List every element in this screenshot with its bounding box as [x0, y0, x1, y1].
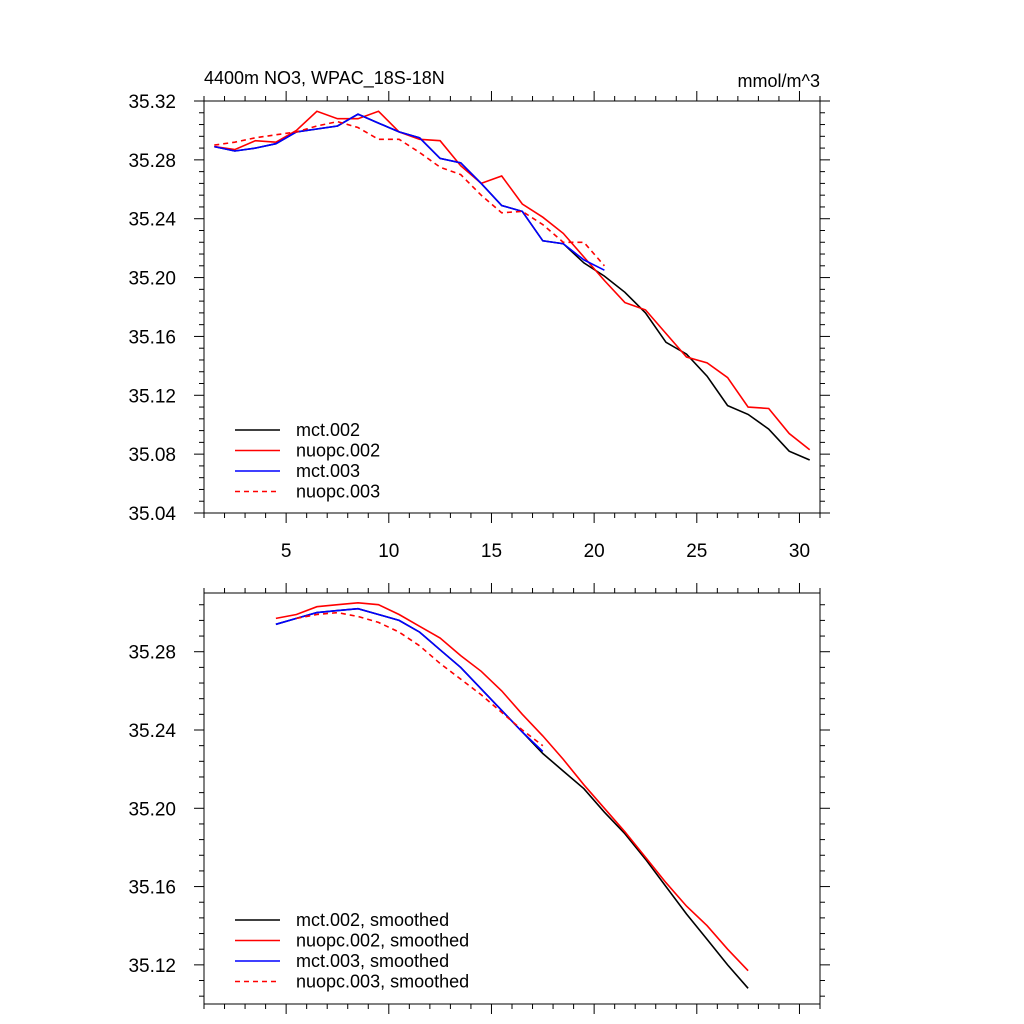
y-tick-label: 35.28 [128, 643, 176, 664]
series-line-mct-003 [275, 607, 544, 753]
y-tick-label: 35.16 [128, 878, 176, 899]
x-tick-label: 20 [584, 541, 605, 562]
y-tick-label: 35.12 [128, 386, 176, 407]
y-tick-label: 35.08 [128, 445, 176, 466]
series-line-nuopc-002 [214, 110, 811, 451]
x-tick-label: 15 [481, 541, 502, 562]
y-tick-label: 35.20 [128, 269, 176, 290]
y-tick-label: 35.20 [128, 799, 176, 820]
x-tick-label: 30 [789, 541, 810, 562]
units-label: mmol/m^3 [738, 71, 820, 91]
series-line-nuopc-003 [214, 120, 606, 267]
y-tick-label: 35.24 [128, 210, 176, 231]
series-line-nuopc-003 [296, 611, 544, 747]
y-tick-label: 35.32 [128, 92, 176, 113]
y-tick-label: 35.12 [128, 956, 176, 977]
x-tick-label: 25 [686, 541, 707, 562]
y-tick-label: 35.04 [128, 504, 176, 525]
x-tick-label: 5 [281, 541, 292, 562]
legend-label: nuopc.002, smoothed [296, 931, 469, 951]
x-tick-label: 10 [378, 541, 399, 562]
legend-label: mct.003 [296, 461, 360, 481]
legend-label: nuopc.002 [296, 441, 380, 461]
legend-label: mct.003, smoothed [296, 951, 449, 971]
series-line-mct-002 [214, 113, 811, 461]
legend-label: nuopc.003 [296, 482, 380, 502]
y-tick-label: 35.24 [128, 721, 176, 742]
bottom-panel: 35.12 35.16 35.20 35.24 35.28 mct.002, smooth… [128, 583, 830, 1014]
legend-label: mct.002, smoothed [296, 910, 449, 930]
chart-title: 4400m NO3, WPAC_18S-18N [204, 68, 445, 89]
y-tick-label: 35.28 [128, 151, 176, 172]
y-tick-label: 35.16 [128, 327, 176, 348]
top-panel: 4400m NO3, WPAC_18S-18N mmol/m^3 5 10 15 20… [128, 68, 830, 562]
legend-label: nuopc.003, smoothed [296, 972, 469, 992]
series-line-nuopc-002 [275, 601, 749, 972]
series-line-mct-003 [214, 113, 605, 271]
legend-label: mct.002 [296, 420, 360, 440]
